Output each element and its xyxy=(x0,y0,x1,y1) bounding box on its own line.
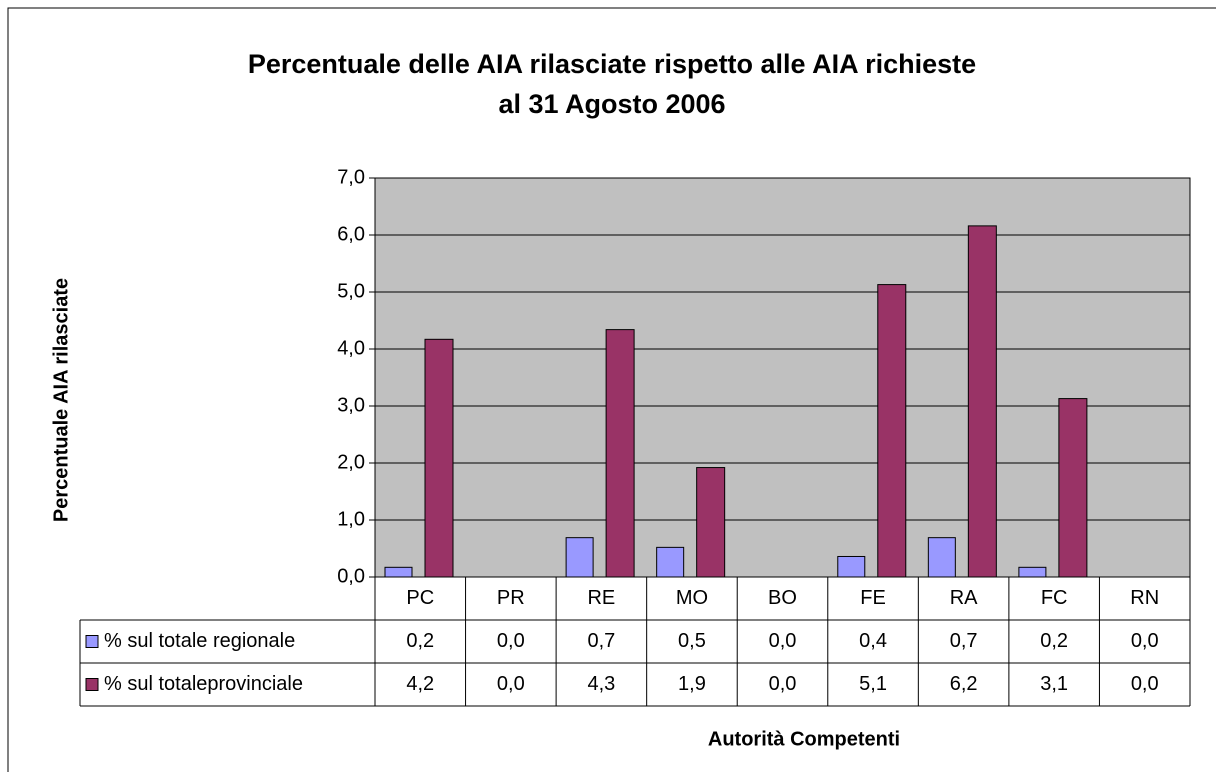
legend-key xyxy=(85,678,99,691)
y-tick-label: 6,0 xyxy=(337,223,365,245)
chart-title: Percentuale delle AIA rilasciate rispett… xyxy=(248,49,976,79)
x-tick-label: MO xyxy=(676,587,708,609)
data-label: 0,7 xyxy=(587,630,615,652)
bar xyxy=(565,537,594,578)
data-label: 4,3 xyxy=(587,673,615,695)
bar xyxy=(384,566,413,578)
data-label: 0,0 xyxy=(769,673,797,695)
bar xyxy=(967,225,997,578)
x-tick-label: RA xyxy=(950,587,978,609)
x-tick-label: PC xyxy=(406,587,434,609)
x-tick-label: RN xyxy=(1130,587,1159,609)
data-label: 0,0 xyxy=(1131,630,1159,652)
x-tick-label: PR xyxy=(497,587,525,609)
x-axis-label: Autorità Competenti xyxy=(708,728,900,750)
bar xyxy=(927,537,956,578)
data-label: 0,0 xyxy=(497,673,525,695)
data-label: 0,0 xyxy=(497,630,525,652)
x-tick-label: FC xyxy=(1041,587,1068,609)
x-tick-label: FE xyxy=(860,587,886,609)
bar xyxy=(424,338,454,578)
bar xyxy=(1058,398,1088,578)
legend-key xyxy=(85,635,99,648)
chart-subtitle: al 31 Agosto 2006 xyxy=(498,89,725,119)
data-label: 4,2 xyxy=(406,673,434,695)
data-label: 0,0 xyxy=(769,630,797,652)
data-label: 0,5 xyxy=(678,630,706,652)
data-label: 0,0 xyxy=(1131,673,1159,695)
legend-label: % sul totale regionale xyxy=(104,630,295,652)
bar xyxy=(837,555,866,578)
bar xyxy=(696,467,726,578)
plot-area xyxy=(375,178,1190,577)
data-label: 6,2 xyxy=(950,673,978,695)
y-tick-label: 0,0 xyxy=(337,565,365,587)
data-label: 5,1 xyxy=(859,673,887,695)
plot-border xyxy=(374,177,1191,578)
y-tick-label: 7,0 xyxy=(337,166,365,188)
bar xyxy=(656,546,685,578)
y-tick-label: 5,0 xyxy=(337,280,365,302)
y-tick-label: 2,0 xyxy=(337,451,365,473)
data-label: 0,2 xyxy=(1040,630,1068,652)
data-label: 3,1 xyxy=(1040,673,1068,695)
data-label: 1,9 xyxy=(678,673,706,695)
x-tick-label: RE xyxy=(587,587,615,609)
y-tick-label: 4,0 xyxy=(337,337,365,359)
data-label: 0,7 xyxy=(950,630,978,652)
bar xyxy=(877,284,907,578)
y-tick-label: 3,0 xyxy=(337,394,365,416)
y-axis-label: Percentuale AIA rilasciate xyxy=(50,278,72,522)
data-label: 0,4 xyxy=(859,630,887,652)
x-tick-label: BO xyxy=(768,587,797,609)
data-label: 0,2 xyxy=(406,630,434,652)
bar xyxy=(1018,566,1047,578)
bar xyxy=(605,329,635,578)
y-tick-label: 1,0 xyxy=(337,508,365,530)
legend-label: % sul totaleprovinciale xyxy=(104,673,303,695)
